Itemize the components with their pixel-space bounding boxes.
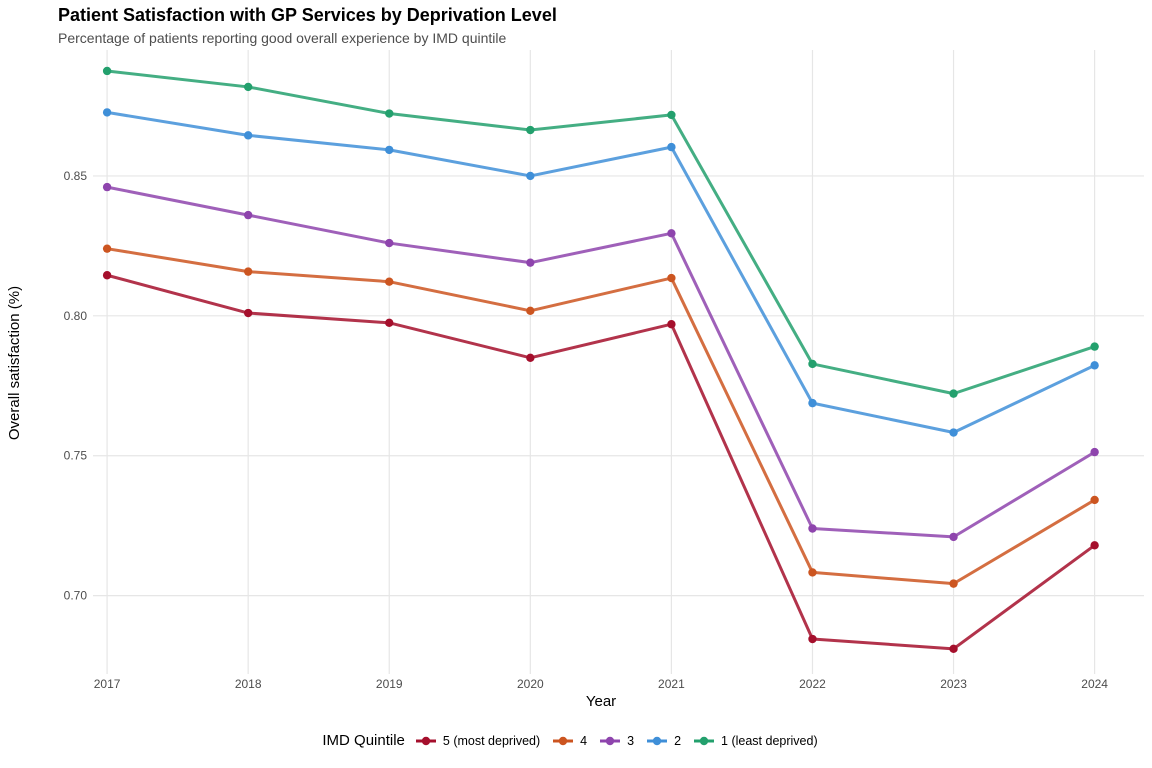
- series-line: [106, 247, 1096, 586]
- legend-item: 2: [646, 734, 681, 748]
- data-point: [949, 579, 958, 588]
- legend-label: 1 (least deprived): [721, 733, 818, 748]
- series-line: [106, 185, 1096, 539]
- legend-title: IMD Quintile: [322, 732, 405, 749]
- data-point: [385, 145, 394, 155]
- y-tick-label: 0.75: [64, 449, 88, 463]
- data-point: [808, 634, 817, 644]
- x-tick-label: 2022: [799, 677, 826, 691]
- data-point: [243, 308, 253, 318]
- legend-item: 3: [599, 734, 634, 748]
- data-point: [808, 568, 817, 577]
- data-point: [243, 131, 253, 140]
- data-point: [102, 271, 112, 280]
- series-line: [106, 69, 1096, 396]
- chart-title: Patient Satisfaction with GP Services by…: [58, 5, 557, 25]
- y-axis-ticks: 0.70 0.75 0.80 0.85: [64, 169, 88, 603]
- legend-key-icon: [415, 736, 436, 745]
- data-point: [1090, 541, 1099, 550]
- data-point: [243, 267, 253, 276]
- data-point: [526, 353, 535, 363]
- y-tick-label: 0.85: [64, 169, 88, 183]
- data-point: [385, 277, 394, 286]
- data-point: [667, 229, 676, 238]
- legend-item: 5 (most deprived): [415, 734, 540, 748]
- series-points: [102, 66, 1099, 654]
- data-point: [949, 532, 958, 542]
- legend-key-icon: [553, 736, 574, 745]
- data-point: [1090, 342, 1099, 351]
- legend-item: 1 (least deprived): [693, 734, 818, 748]
- series-line: [106, 273, 1096, 651]
- x-tick-label: 2020: [517, 677, 544, 691]
- x-tick-label: 2017: [94, 677, 121, 691]
- data-point: [949, 644, 958, 654]
- data-point: [102, 108, 112, 117]
- x-tick-label: 2019: [376, 677, 403, 691]
- legend-key-icon: [647, 736, 668, 745]
- data-point: [243, 82, 253, 92]
- y-tick-label: 0.80: [64, 309, 88, 323]
- x-tick-label: 2021: [658, 677, 685, 691]
- data-point: [1090, 495, 1099, 505]
- legend-label: 2: [674, 733, 682, 748]
- x-axis-title: Year: [586, 693, 616, 710]
- y-axis-title: Overall satisfaction (%): [6, 286, 23, 440]
- data-point: [808, 398, 817, 408]
- series-line: [106, 110, 1096, 435]
- data-point: [526, 306, 535, 315]
- legend-label: 5 (most deprived): [442, 733, 541, 748]
- data-point: [102, 244, 112, 253]
- legend-label: 4: [580, 733, 588, 748]
- legend-key-icon: [694, 736, 715, 745]
- data-point: [808, 524, 817, 533]
- data-point: [949, 389, 958, 398]
- data-point: [385, 109, 394, 118]
- x-tick-label: 2023: [940, 677, 967, 691]
- data-point: [667, 142, 676, 152]
- data-point: [667, 320, 676, 329]
- x-tick-label: 2024: [1081, 677, 1108, 691]
- data-point: [1090, 447, 1099, 457]
- x-tick-label: 2018: [235, 677, 262, 691]
- data-point: [526, 258, 535, 267]
- data-point: [808, 359, 817, 369]
- data-point: [243, 210, 253, 220]
- legend-key-icon: [600, 736, 621, 745]
- data-point: [385, 318, 394, 328]
- y-tick-label: 0.70: [64, 589, 88, 603]
- data-point: [526, 171, 535, 181]
- data-point: [949, 428, 958, 437]
- series-lines: [106, 69, 1096, 651]
- legend: IMD Quintile 5 (most deprived) 4 3 2 1 (leas…: [0, 732, 1152, 749]
- data-point: [667, 110, 676, 120]
- data-point: [102, 182, 112, 192]
- data-point: [526, 125, 535, 135]
- x-axis-ticks: 2017 2018 2019 2020 2021 2022 2023 2024: [94, 677, 1109, 691]
- data-point: [667, 273, 676, 283]
- data-point: [102, 66, 112, 76]
- data-point: [1090, 361, 1099, 370]
- legend-label: 3: [627, 733, 635, 748]
- legend-item: 4: [552, 734, 587, 748]
- legend-items: 5 (most deprived) 4 3 2 1 (least deprived): [415, 734, 830, 748]
- gridlines: [93, 50, 1144, 674]
- chart-subtitle: Percentage of patients reporting good ov…: [58, 30, 507, 46]
- data-point: [385, 238, 394, 248]
- line-chart: 2017 2018 2019 2020 2021 2022 2023 2024 0.700.7…: [6, 50, 1144, 710]
